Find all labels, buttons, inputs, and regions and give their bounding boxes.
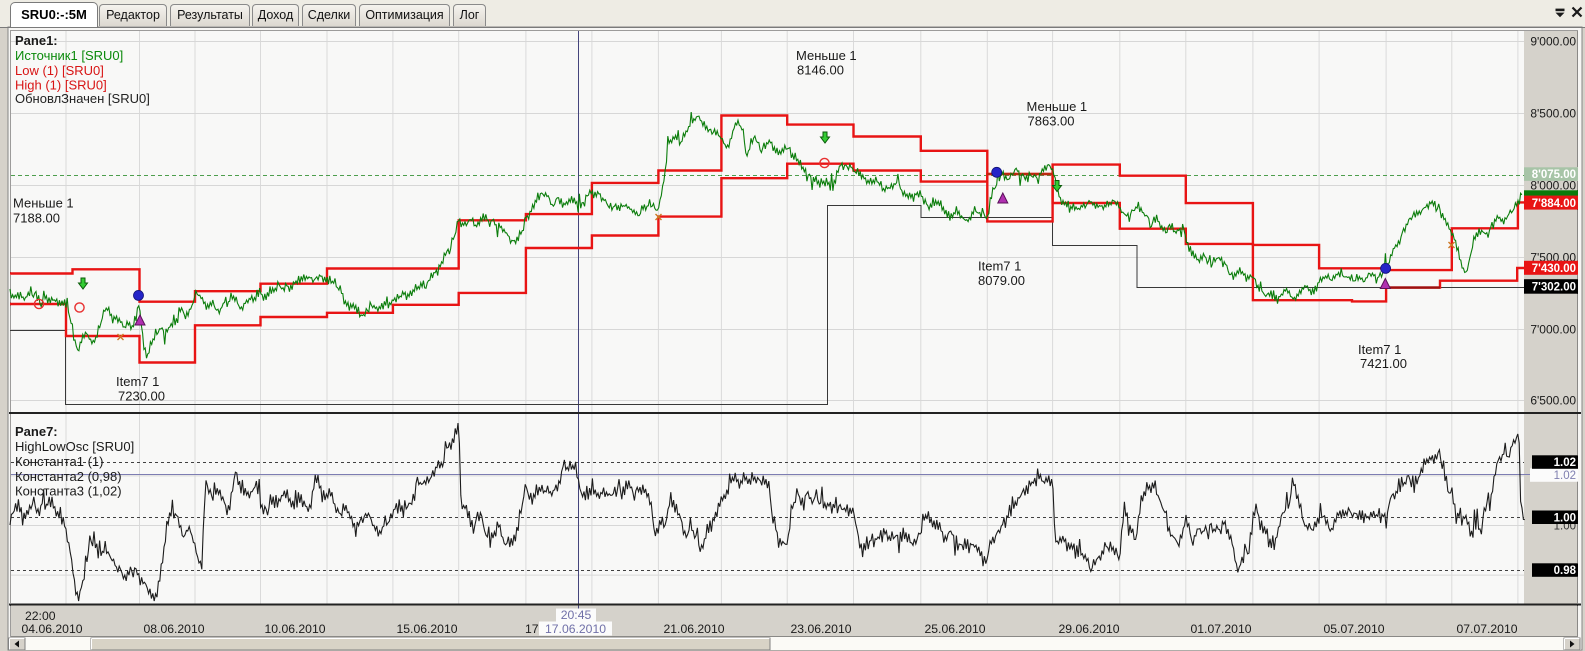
svg-text:Item7 1: Item7 1 [1358, 342, 1401, 357]
svg-text:ОбновлЗначен [SRU0]: ОбновлЗначен [SRU0] [15, 91, 150, 106]
svg-text:HighLowOsc [SRU0]: HighLowOsc [SRU0] [15, 439, 134, 454]
svg-text:Item7 1: Item7 1 [978, 259, 1021, 274]
svg-text:Константа1 (1): Константа1 (1) [15, 454, 103, 469]
svg-text:20:45: 20:45 [561, 608, 592, 622]
svg-text:8'075.00: 8'075.00 [1532, 169, 1576, 181]
svg-text:9'000.00: 9'000.00 [1530, 35, 1576, 49]
svg-text:Константа3 (1,02): Константа3 (1,02) [15, 484, 122, 499]
svg-text:Pane7:: Pane7: [15, 424, 58, 439]
svg-text:23.06.2010: 23.06.2010 [791, 622, 852, 636]
svg-text:22:00: 22:00 [25, 609, 56, 623]
svg-text:25.06.2010: 25.06.2010 [925, 622, 986, 636]
svg-text:Pane1:: Pane1: [15, 33, 58, 48]
svg-text:01.07.2010: 01.07.2010 [1191, 622, 1252, 636]
svg-text:29.06.2010: 29.06.2010 [1059, 622, 1120, 636]
svg-text:04.06.2010: 04.06.2010 [22, 622, 83, 636]
svg-text:15.06.2010: 15.06.2010 [397, 622, 458, 636]
svg-text:Low (1) [SRU0]: Low (1) [SRU0] [15, 63, 104, 78]
svg-text:Меньше 1: Меньше 1 [796, 48, 857, 63]
svg-text:8'000.00: 8'000.00 [1530, 179, 1576, 193]
svg-text:0.98: 0.98 [1554, 565, 1577, 577]
svg-text:07.07.2010: 07.07.2010 [1457, 622, 1518, 636]
svg-text:7188.00: 7188.00 [13, 211, 60, 226]
svg-text:7230.00: 7230.00 [118, 389, 165, 404]
svg-text:Константа2 (0,98): Константа2 (0,98) [15, 469, 122, 484]
svg-text:1.02: 1.02 [1554, 457, 1576, 469]
svg-text:8146.00: 8146.00 [797, 63, 844, 78]
svg-text:7421.00: 7421.00 [1360, 356, 1407, 371]
svg-text:1.02: 1.02 [1554, 470, 1576, 482]
svg-text:Меньше 1: Меньше 1 [13, 196, 74, 211]
svg-text:Item7 1: Item7 1 [116, 374, 159, 389]
svg-text:6'500.00: 6'500.00 [1530, 394, 1576, 408]
svg-text:1.00: 1.00 [1554, 512, 1576, 524]
svg-text:7'302.00: 7'302.00 [1532, 282, 1576, 294]
svg-text:21.06.2010: 21.06.2010 [664, 622, 725, 636]
svg-text:8'500.00: 8'500.00 [1530, 107, 1576, 121]
svg-text:10.06.2010: 10.06.2010 [265, 622, 326, 636]
svg-text:08.06.2010: 08.06.2010 [144, 622, 205, 636]
svg-text:7'430.00: 7'430.00 [1532, 263, 1576, 275]
svg-text:7'000.00: 7'000.00 [1530, 323, 1576, 337]
svg-text:Источник1 [SRU0]: Источник1 [SRU0] [15, 48, 123, 63]
svg-text:High (1) [SRU0]: High (1) [SRU0] [15, 78, 107, 93]
svg-text:17.06.2010: 17.06.2010 [545, 622, 606, 636]
svg-text:7'884.00: 7'884.00 [1532, 198, 1576, 210]
svg-text:05.07.2010: 05.07.2010 [1324, 622, 1385, 636]
svg-text:7863.00: 7863.00 [1028, 114, 1075, 129]
svg-text:Меньше 1: Меньше 1 [1027, 99, 1088, 114]
svg-text:8079.00: 8079.00 [978, 273, 1025, 288]
